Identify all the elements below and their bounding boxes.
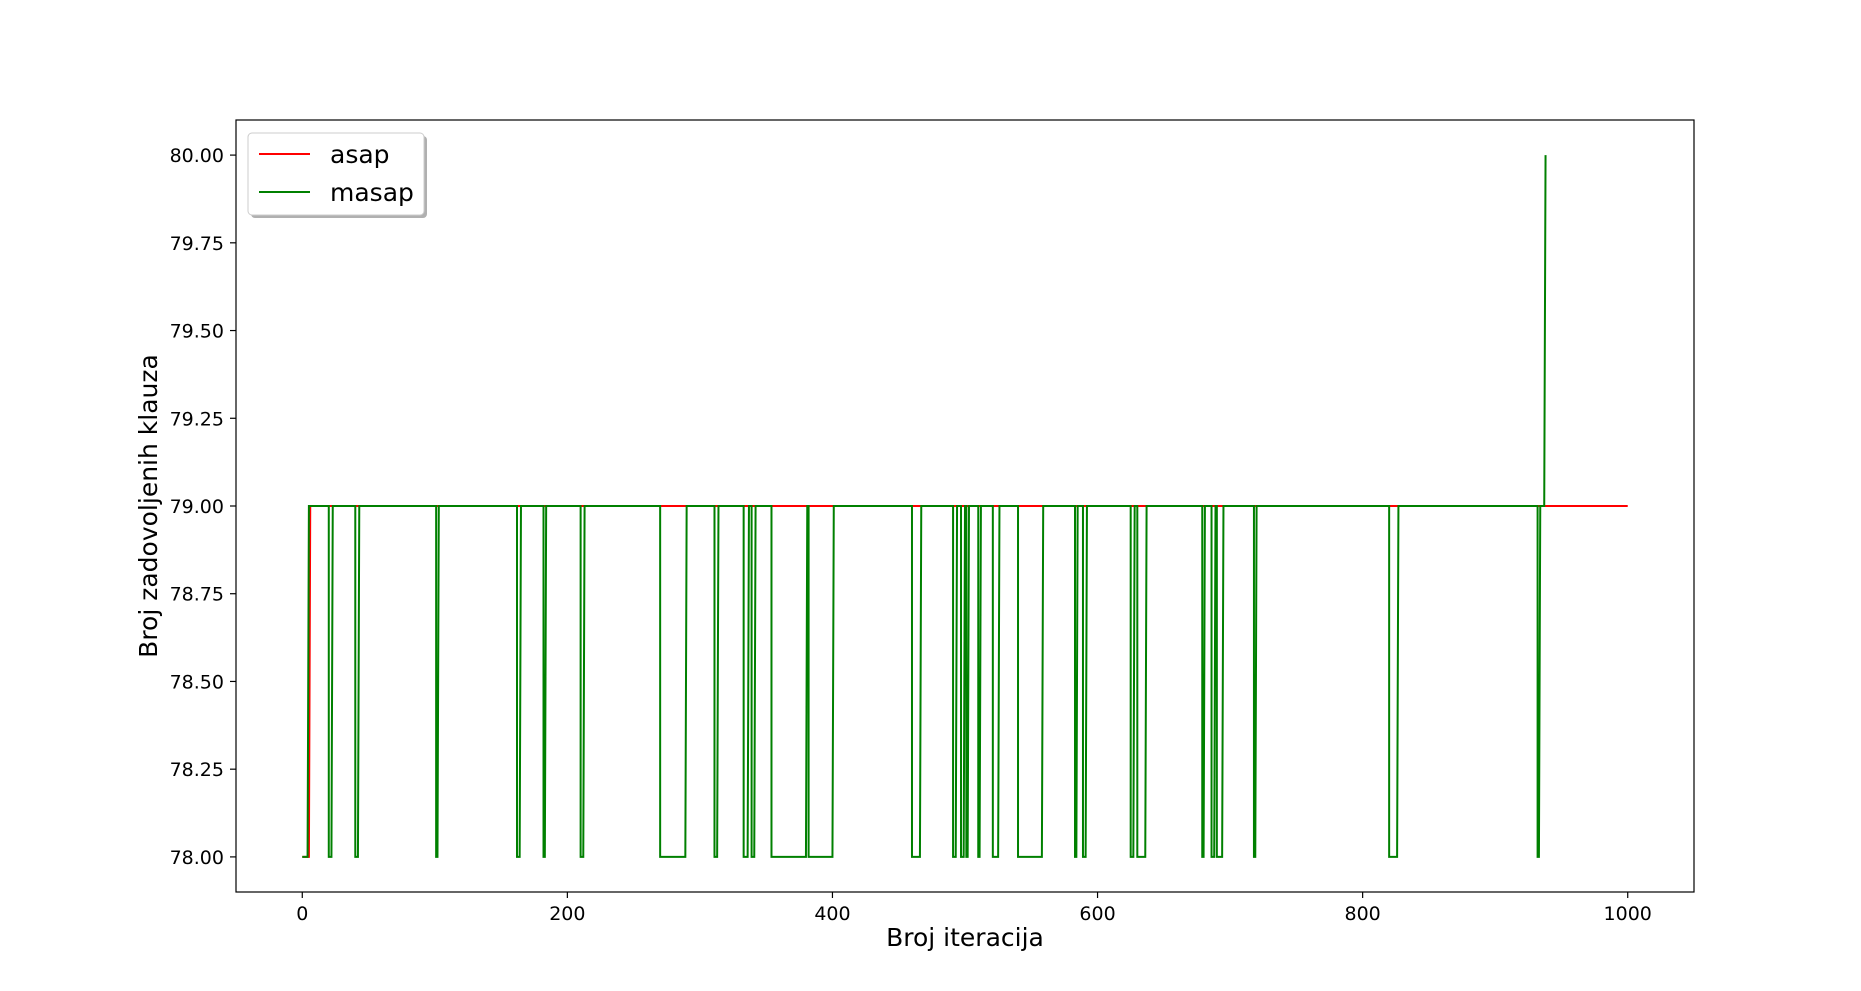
y-axis-label: Broj zadovoljenih klauza (134, 354, 163, 658)
x-tick-label: 800 (1345, 903, 1381, 925)
y-tick-label: 79.50 (170, 321, 224, 343)
x-axis: 0 200 400 600 800 1000 (296, 892, 1652, 925)
plot-lines (302, 155, 1628, 858)
legend-label-asap: asap (330, 140, 390, 169)
x-tick-label: 400 (814, 903, 850, 925)
y-tick-label: 79.25 (170, 408, 224, 430)
y-tick-label: 79.75 (170, 233, 224, 255)
x-tick-label: 1000 (1604, 903, 1652, 925)
legend: asap masap (247, 132, 427, 218)
y-tick-label: 79.00 (170, 496, 224, 518)
x-tick-label: 0 (296, 903, 308, 925)
y-tick-label: 80.00 (170, 145, 224, 167)
series-line-masap (302, 155, 1547, 858)
x-axis-label: Broj iteracija (886, 923, 1044, 952)
x-tick-label: 200 (549, 903, 585, 925)
y-tick-label: 78.50 (170, 671, 224, 693)
legend-label-masap: masap (330, 178, 414, 207)
y-tick-label: 78.75 (170, 584, 224, 606)
x-tick-label: 600 (1079, 903, 1115, 925)
y-tick-label: 78.00 (170, 847, 224, 869)
y-tick-label: 78.25 (170, 759, 224, 781)
y-axis: 78.00 78.25 78.50 78.75 79.00 79.25 79.50 79.75… (170, 145, 236, 869)
